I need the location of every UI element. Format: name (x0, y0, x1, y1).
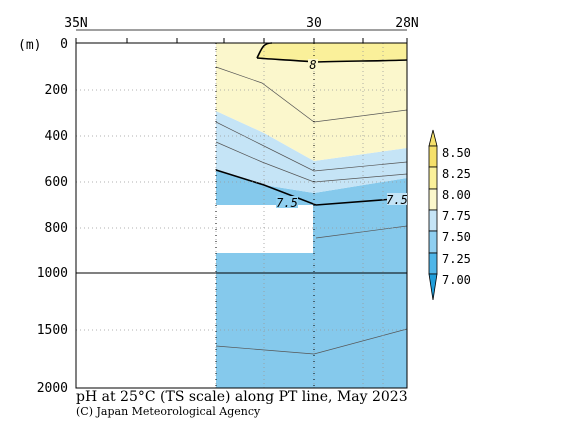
colorbar-label-8-50: 8.50 (442, 146, 471, 160)
y-unit-label: (m) (18, 38, 41, 53)
colorbar-label-8-00: 8.00 (442, 188, 471, 202)
colorbar-top-arrow (428, 129, 438, 147)
colorbar-label-7-25: 7.25 (442, 252, 471, 266)
contour-label-7-5-b: 7.5 (386, 193, 408, 207)
contour-label-7-5-a: 7.5 (276, 196, 298, 210)
y-tick-1000: 1000 (37, 266, 68, 281)
y-tick-400: 400 (45, 129, 68, 144)
colorbar-bin-7-00 (428, 252, 438, 275)
y-tick-600: 600 (45, 175, 68, 190)
x-tick-30: 30 (306, 16, 322, 31)
colorbar-label-7-50: 7.50 (442, 230, 471, 244)
y-tick-200: 200 (45, 83, 68, 98)
top-ticks (75, 38, 408, 43)
y-tick-2000: 2000 (37, 381, 68, 396)
section-fill (216, 43, 407, 388)
plot-frame (75, 42, 408, 389)
y-tick-0: 0 (60, 37, 68, 52)
missing-data-blank (216, 205, 313, 253)
y-tick-800: 800 (45, 221, 68, 236)
contour-labels: 8 7.5 7.5 (276, 58, 408, 210)
gridlines (76, 43, 407, 388)
zone-7-50-to-7-75 (216, 111, 407, 193)
colorbar-bin-7-75 (428, 188, 438, 211)
colorbar-bottom-arrow (428, 273, 438, 301)
credit-line: (C) Japan Meteorological Agency (76, 405, 261, 418)
colorbar-bin-8-25 (428, 145, 438, 168)
colorbar-bin-7-50 (428, 209, 438, 232)
colorbar-label-7-00: 7.00 (442, 273, 471, 287)
x-tick-28n: 28N (395, 16, 418, 31)
thin-contours (215, 66, 408, 355)
colorbar-bin-7-25 (428, 230, 438, 254)
y-ticks: 0 200 400 600 800 1000 1500 2000 (37, 37, 68, 396)
zone-above-8-00 (257, 43, 407, 62)
colorbar: 8.50 8.25 8.00 7.75 7.50 7.25 7.00 (428, 129, 471, 301)
contour-label-8: 8 (309, 58, 316, 72)
chart-title: pH at 25°C (TS scale) along PT line, May… (76, 389, 408, 405)
colorbar-bin-8-00 (428, 166, 438, 190)
y-tick-1500: 1500 (37, 323, 68, 338)
colorbar-label-8-25: 8.25 (442, 167, 471, 181)
x-tick-35n: 35N (64, 16, 87, 31)
colorbar-label-7-75: 7.75 (442, 209, 471, 223)
